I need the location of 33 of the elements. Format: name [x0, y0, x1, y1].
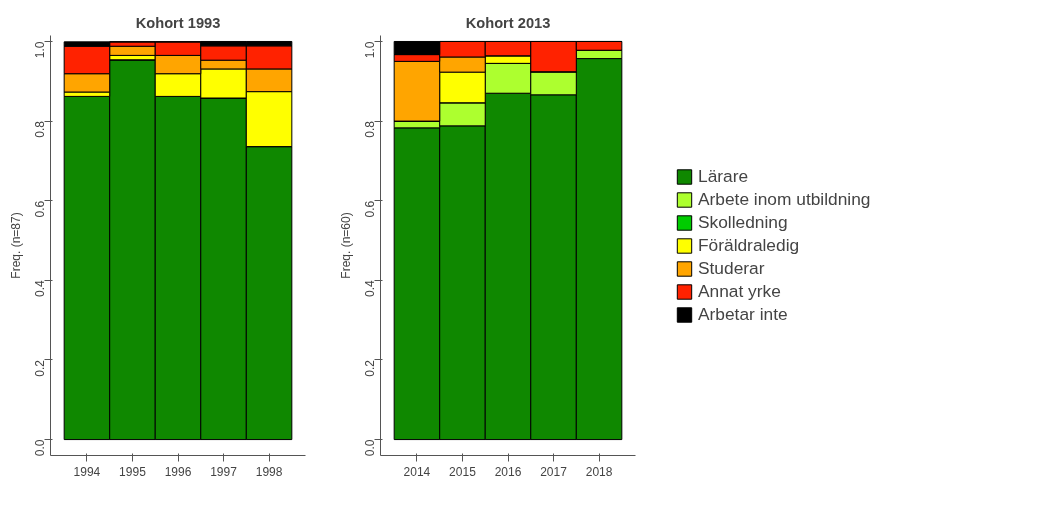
y-tick-label: 0.6 — [363, 200, 377, 218]
chart-title: Kohort 2013 — [465, 14, 551, 31]
chart-title: Kohort 1993 — [135, 14, 221, 31]
x-tick-label: 1996 — [164, 464, 192, 479]
y-tick-label: 0.2 — [363, 359, 377, 377]
legend-label: Lärare — [698, 165, 749, 187]
legend-label: Annat yrke — [698, 280, 781, 302]
y-tick-label: 0.0 — [33, 439, 47, 457]
y-tick-label: 0.8 — [363, 120, 377, 138]
y-tick-label: 0.2 — [33, 359, 47, 377]
legend-label: Skolledning — [698, 211, 788, 233]
y-tick-label: 0.6 — [33, 200, 47, 218]
x-tick-label: 2017 — [540, 464, 568, 479]
x-tick-label: 2015 — [449, 464, 477, 479]
x-tick-label: 2016 — [494, 464, 522, 479]
y-tick-label: 1.0 — [33, 41, 47, 59]
y-tick-label: 0.4 — [363, 280, 377, 298]
y-axis-title: Freq. (n=60) — [338, 212, 353, 279]
y-axis-title: Freq. (n=87) — [8, 212, 23, 279]
y-tick-label: 0.0 — [363, 439, 377, 457]
y-tick-label: 0.4 — [33, 280, 47, 298]
legend-label: Föräldraledig — [698, 234, 800, 256]
x-tick-label: 1994 — [73, 464, 101, 479]
legend-label: Studerar — [698, 257, 765, 279]
x-tick-label: 2014 — [403, 464, 431, 479]
y-tick-label: 1.0 — [363, 41, 377, 59]
x-tick-label: 1997 — [210, 464, 238, 479]
legend-label: Arbete inom utbildning — [698, 188, 871, 210]
x-tick-label: 1998 — [255, 464, 283, 479]
y-tick-label: 0.8 — [33, 120, 47, 138]
x-tick-label: 1995 — [119, 464, 147, 479]
x-tick-label: 2018 — [585, 464, 613, 479]
legend-label: Arbetar inte — [698, 303, 788, 325]
